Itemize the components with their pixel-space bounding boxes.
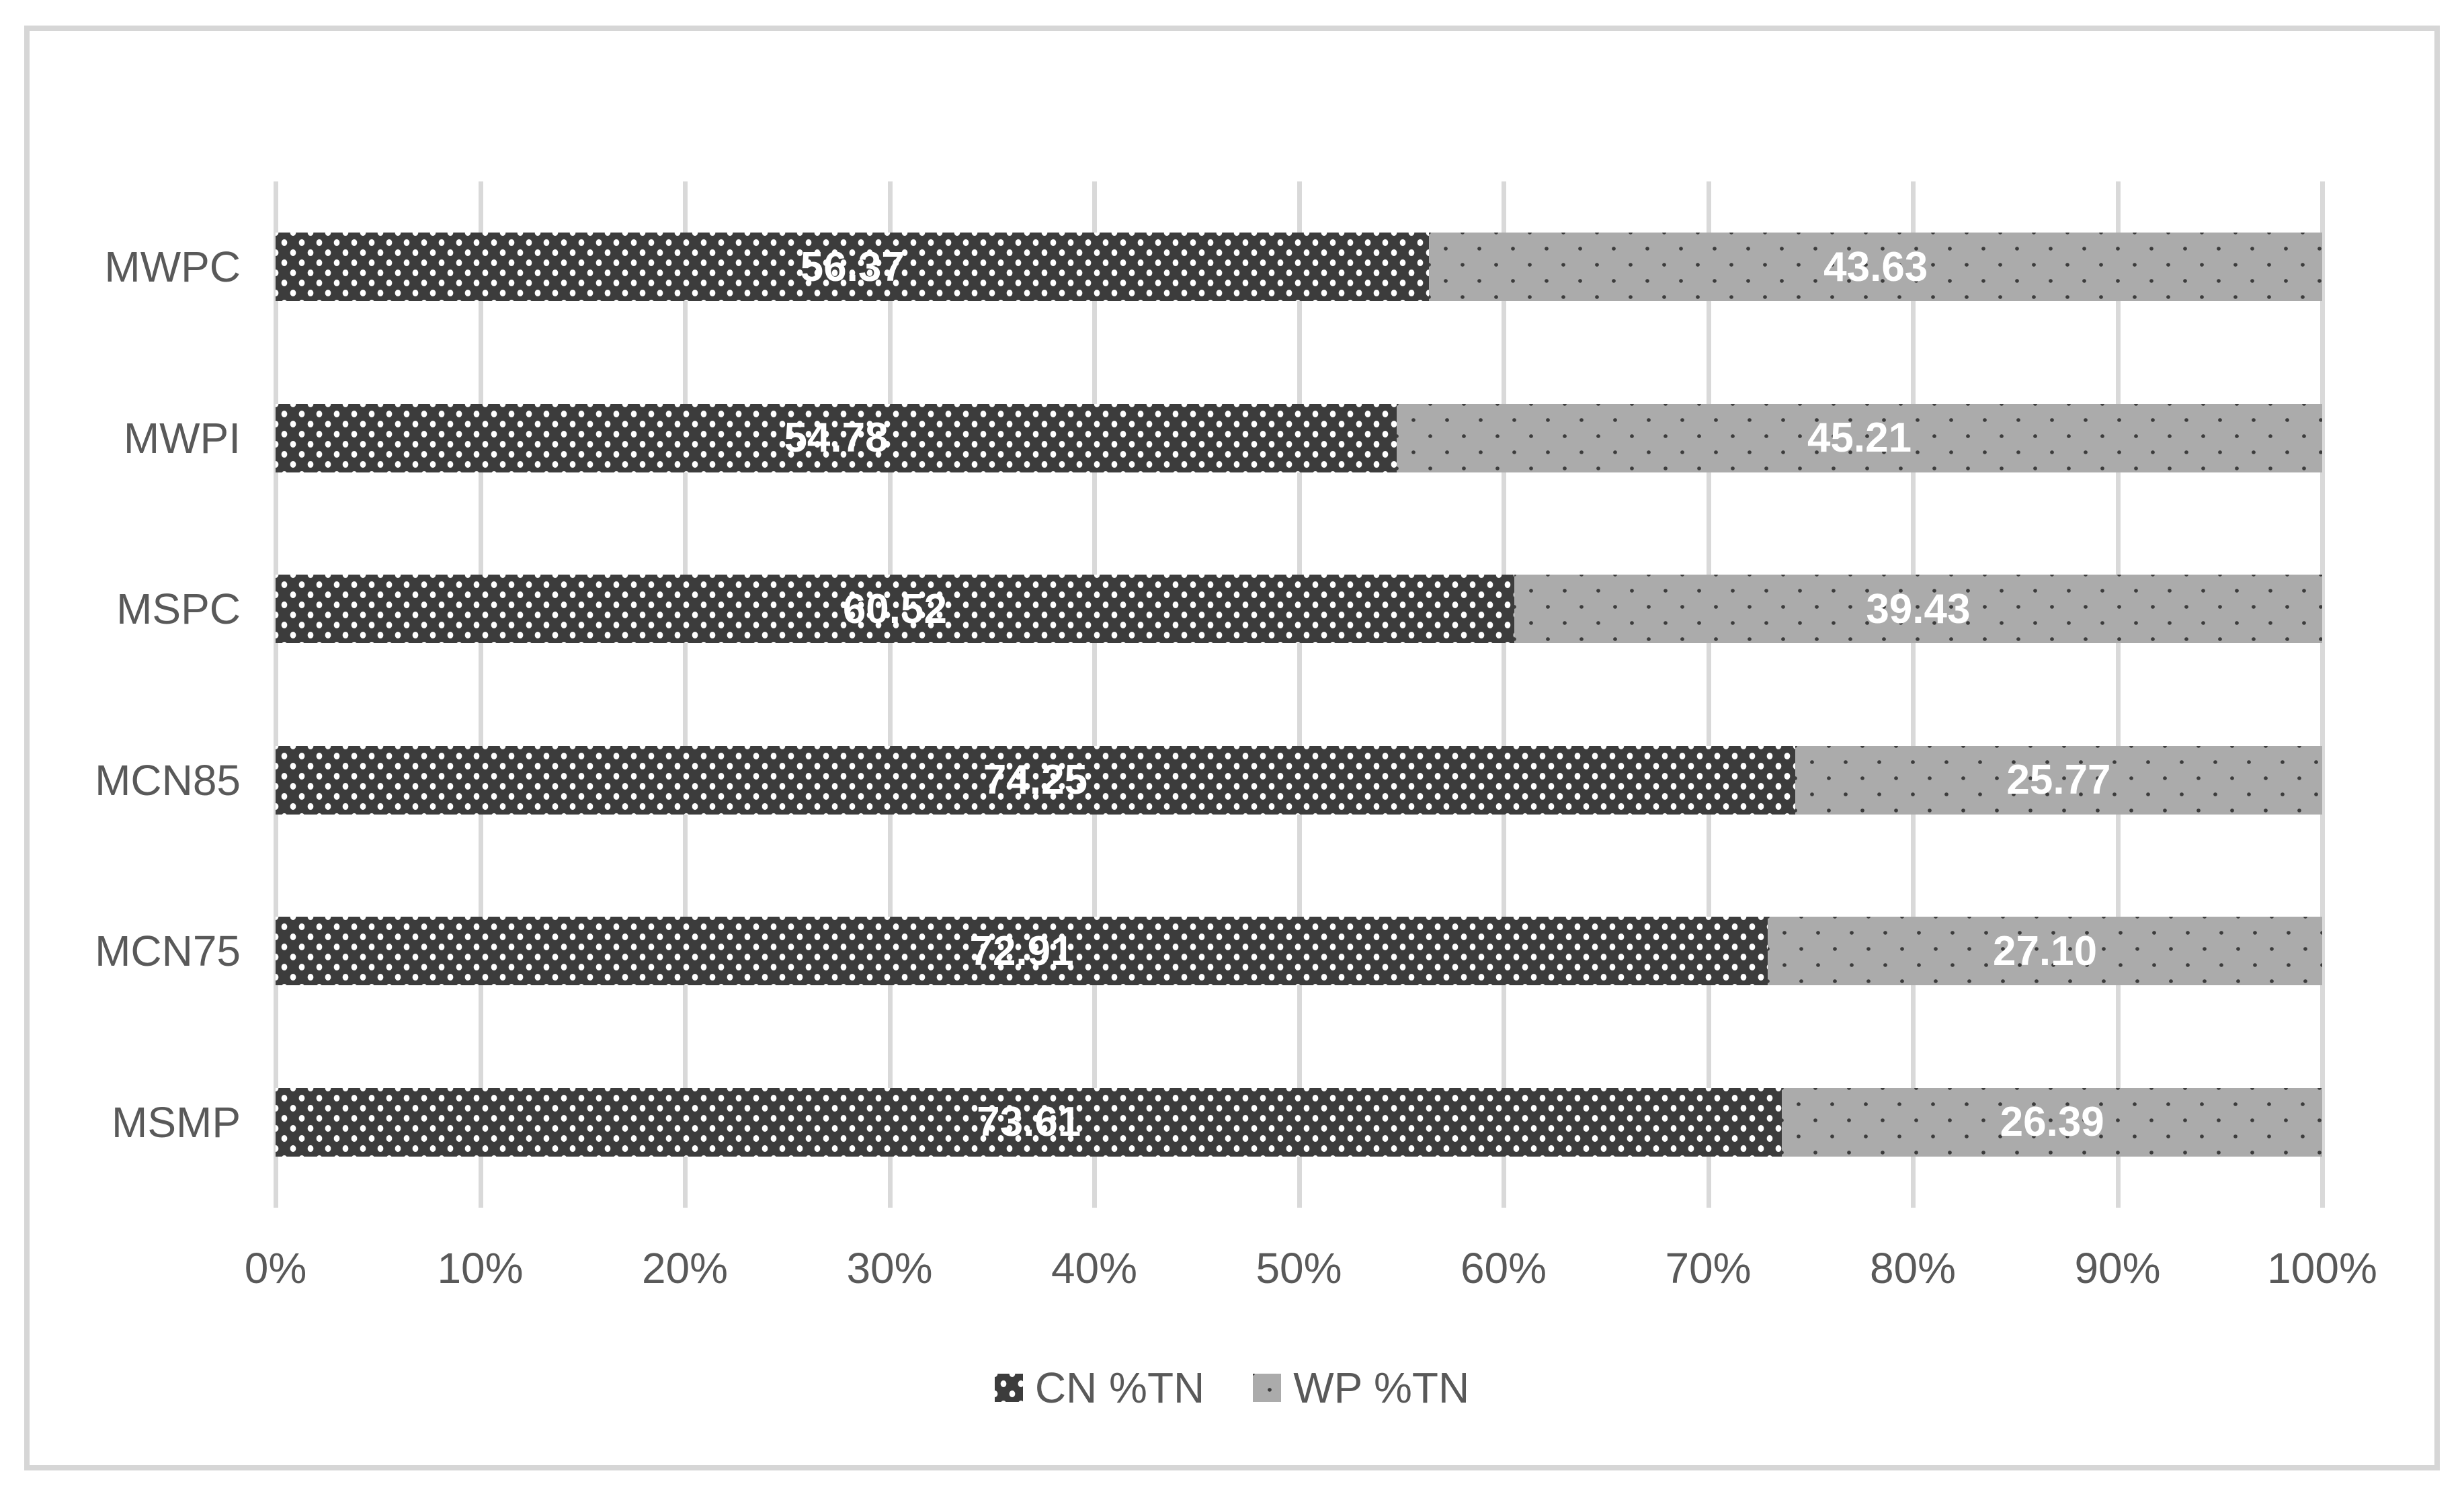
bar-rows: MWPC 56.37 43.63 MWPI 54.78 45.21 MSPC 60.52 39.… [95, 181, 2322, 1208]
category-label: MCN75 [95, 927, 241, 976]
gridline [1911, 181, 1916, 1208]
stacked-bar: 73.61 26.39 [276, 1087, 2322, 1157]
x-tick-label: 70% [1665, 1244, 1752, 1292]
legend-item: CN %TN [994, 1363, 1205, 1413]
x-tick-label: 60% [1460, 1244, 1547, 1292]
value-label-wp: 27.10 [1992, 927, 2098, 974]
plot-area: MWPC 56.37 43.63 MWPI 54.78 45.21 MSPC 60.52 39.… [95, 181, 2325, 1208]
bar-segment-wp: 27.10 [1768, 917, 2322, 986]
stacked-bar: 72.91 27.10 [276, 917, 2322, 986]
x-tick-label: 0% [244, 1244, 307, 1292]
category-label: MWPI [123, 413, 241, 462]
x-tick-label: 100% [2267, 1244, 2377, 1292]
bar-segment-wp: 45.21 [1397, 403, 2322, 472]
gridline [2115, 181, 2121, 1208]
category-label: MWPC [104, 243, 241, 292]
gridline [478, 181, 483, 1208]
value-label-cn: 60.52 [842, 585, 947, 632]
stacked-bar: 60.52 39.43 [276, 575, 2322, 644]
bar-row: MCN75 72.91 27.10 [95, 917, 2322, 986]
value-label-cn: 74.25 [983, 757, 1088, 804]
bar-row: MSPC 60.52 39.43 [116, 575, 2322, 644]
legend-item: WP %TN [1253, 1363, 1469, 1413]
value-label-cn: 72.91 [969, 927, 1074, 974]
bar-segment-cn: 60.52 [276, 575, 1514, 644]
x-tick-label: 40% [1051, 1244, 1138, 1292]
bar-row: MWPI 54.78 45.21 [124, 403, 2322, 472]
gridline [1706, 181, 1711, 1208]
bar-row: MSMP 73.61 26.39 [112, 1087, 2322, 1157]
gridline [1297, 181, 1302, 1208]
legend-swatch-cn [994, 1374, 1023, 1402]
bar-row: MWPC 56.37 43.63 [104, 233, 2322, 302]
bar-row: MCN85 74.25 25.77 [95, 745, 2322, 815]
x-tick-label: 90% [2074, 1244, 2161, 1292]
stacked-bar: 54.78 45.21 [276, 403, 2322, 472]
bar-segment-cn: 73.61 [276, 1087, 1782, 1157]
value-label-wp: 45.21 [1807, 415, 1912, 462]
value-label-wp: 43.63 [1823, 243, 1928, 290]
gridline [1092, 181, 1097, 1208]
value-label-cn: 56.37 [800, 243, 905, 290]
category-label: MSPC [116, 585, 241, 634]
bar-segment-cn: 56.37 [276, 233, 1430, 302]
x-tick-label: 20% [641, 1244, 729, 1292]
gridline [683, 181, 688, 1208]
x-tick-label: 80% [1869, 1244, 1957, 1292]
bar-segment-cn: 54.78 [276, 403, 1397, 472]
value-label-cn: 73.61 [977, 1099, 1081, 1146]
category-label: MCN85 [95, 755, 241, 804]
gridline [274, 181, 278, 1208]
bar-segment-cn: 74.25 [276, 745, 1795, 815]
stacked-bar: 74.25 25.77 [276, 745, 2322, 815]
gridline [887, 181, 893, 1208]
gridline [2320, 181, 2325, 1208]
legend-series-label: CN %TN [1034, 1364, 1205, 1412]
x-axis: 0% 10% 20% 30% 40% 50% 60% 70% 80% 90% 100% [245, 1243, 2377, 1304]
stacked-bar: 56.37 43.63 [276, 233, 2322, 302]
bar-segment-wp: 25.77 [1795, 745, 2322, 815]
x-tick-label: 10% [437, 1244, 524, 1292]
bar-segment-wp: 26.39 [1782, 1087, 2322, 1157]
value-label-wp: 39.43 [1866, 585, 1971, 632]
bar-segment-cn: 72.91 [276, 917, 1768, 986]
x-tick-label: 30% [846, 1244, 933, 1292]
legend: CN %TN WP %TN [0, 1363, 2464, 1413]
legend-swatch-wp [1253, 1374, 1282, 1402]
legend-series-label: WP %TN [1293, 1364, 1470, 1412]
bar-segment-wp: 43.63 [1429, 233, 2322, 302]
value-label-wp: 25.77 [2006, 757, 2111, 804]
value-label-cn: 54.78 [784, 415, 889, 462]
category-label: MSMP [112, 1097, 241, 1147]
value-label-wp: 26.39 [2000, 1099, 2104, 1146]
x-tick-label: 50% [1256, 1244, 1342, 1292]
bar-segment-wp: 39.43 [1514, 575, 2322, 644]
gridline [1502, 181, 1506, 1208]
